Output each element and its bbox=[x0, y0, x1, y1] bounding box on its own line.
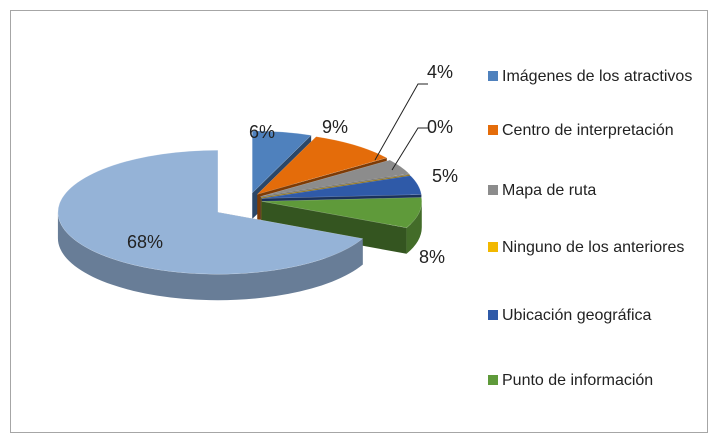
legend-label: Mapa de ruta bbox=[502, 182, 597, 199]
legend-entry: Imágenes de los atractivos bbox=[488, 66, 698, 87]
data-label: 0% bbox=[427, 117, 453, 137]
slice-top bbox=[257, 136, 388, 195]
slice-side bbox=[57, 212, 363, 301]
slice bbox=[261, 197, 423, 254]
legend-entry: Ubicación geográfica bbox=[488, 305, 698, 326]
slice-top bbox=[251, 130, 312, 194]
leader-line bbox=[374, 83, 428, 161]
data-label: 5% bbox=[432, 166, 458, 186]
legend-swatch bbox=[488, 310, 498, 320]
data-label: 68% bbox=[127, 232, 163, 252]
legend-label: Centro de interpretación bbox=[502, 122, 674, 139]
slice-top bbox=[57, 149, 364, 275]
legend-label: Imágenes de los atractivos bbox=[502, 68, 693, 85]
slice-side bbox=[406, 201, 422, 254]
leader-line bbox=[391, 127, 428, 171]
legend-entry: Mapa de ruta bbox=[488, 180, 698, 201]
data-label: 4% bbox=[427, 62, 453, 82]
slice-wall bbox=[261, 201, 407, 254]
legend-swatch bbox=[488, 242, 498, 252]
legend-swatch bbox=[488, 71, 498, 81]
legend-swatch bbox=[488, 375, 498, 385]
data-label: 9% bbox=[322, 117, 348, 137]
legend-entry: Ninguno de los anteriores bbox=[488, 237, 698, 258]
slice-top bbox=[261, 197, 423, 229]
legend-entry: Centro de interpretación bbox=[488, 120, 698, 141]
data-label: 8% bbox=[419, 247, 445, 267]
legend-swatch bbox=[488, 125, 498, 135]
slice bbox=[57, 149, 364, 301]
legend-label: Ubicación geográfica bbox=[502, 307, 652, 324]
legend-label: Ninguno de los anteriores bbox=[502, 239, 685, 256]
slice-top bbox=[260, 159, 410, 197]
slice-top bbox=[261, 175, 422, 199]
data-label: 6% bbox=[249, 122, 275, 142]
legend-swatch bbox=[488, 185, 498, 195]
legend-entry: Punto de información bbox=[488, 370, 698, 391]
legend-label: Punto de información bbox=[502, 372, 654, 389]
